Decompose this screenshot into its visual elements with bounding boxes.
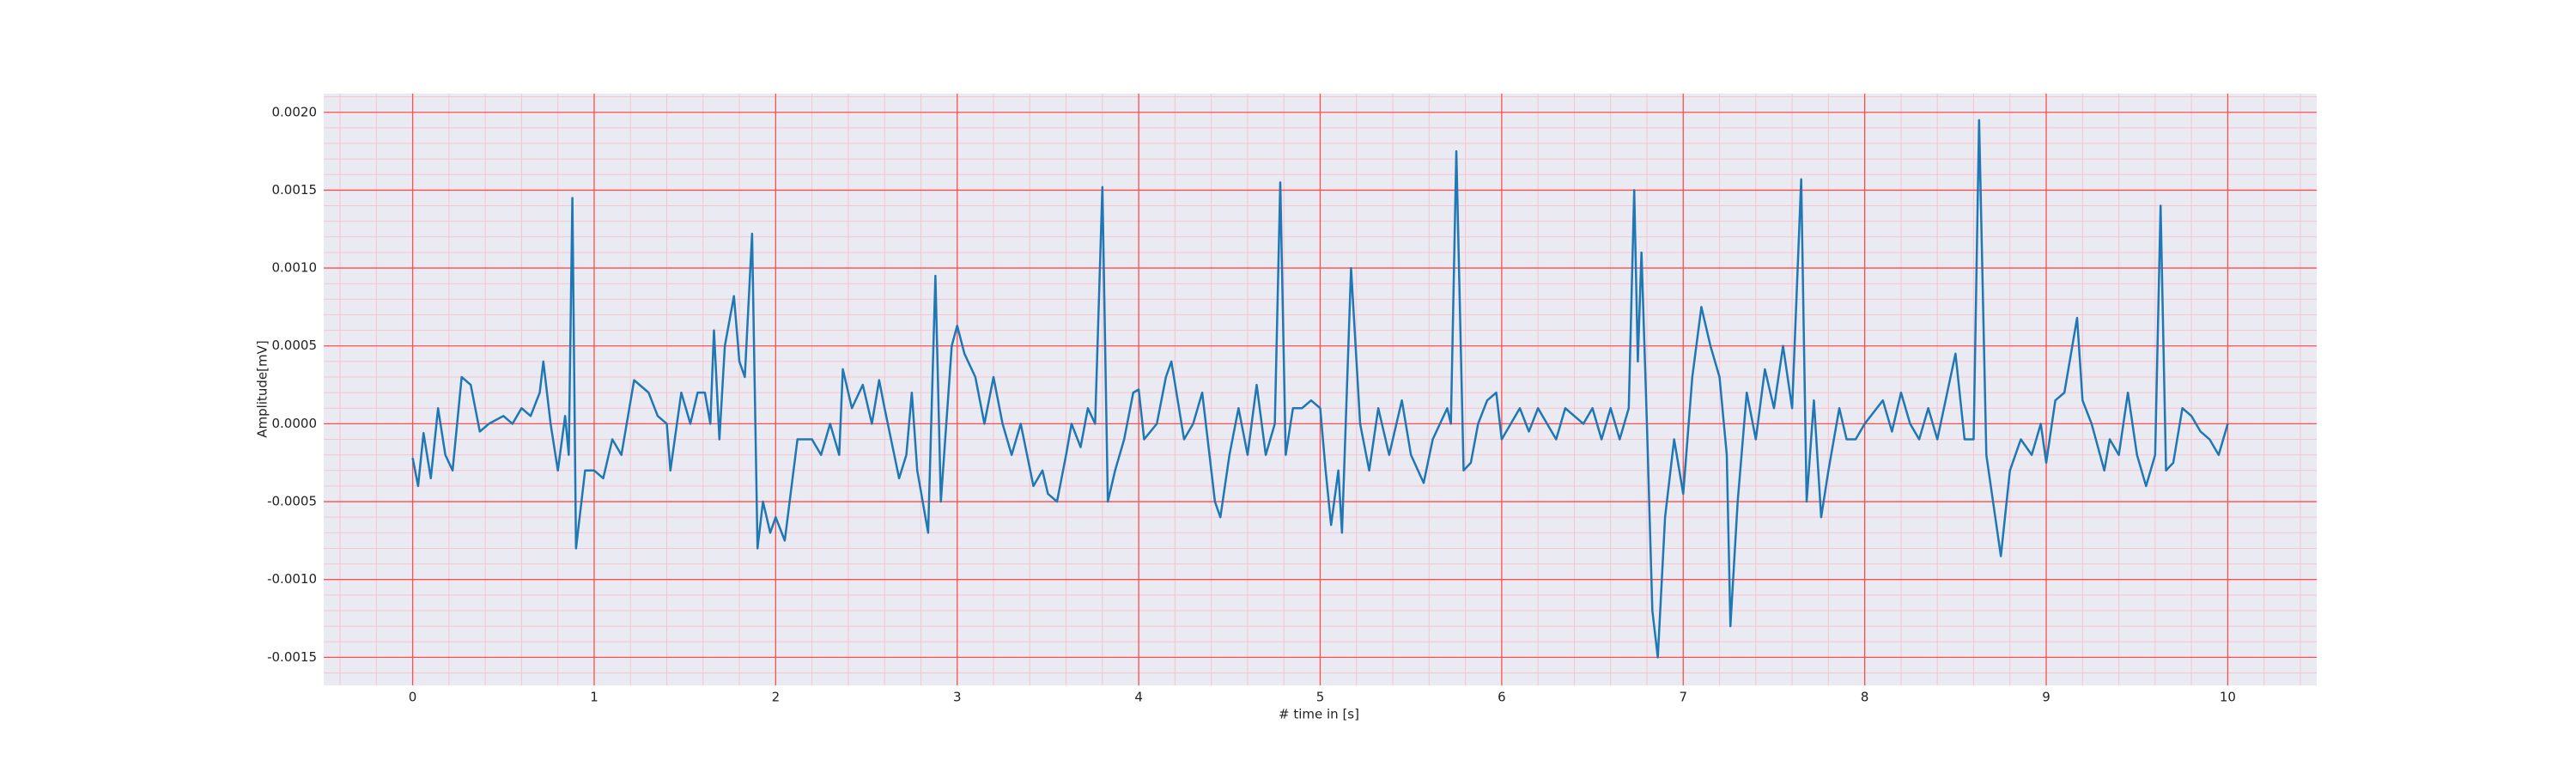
y-tick-label: 0.0020: [272, 104, 318, 119]
x-tick-label: 1: [590, 690, 598, 705]
x-tick-label: 0: [409, 690, 417, 705]
x-tick-label: 4: [1134, 690, 1143, 705]
y-tick-label: -0.0005: [267, 494, 317, 509]
x-tick-label: 10: [2220, 690, 2236, 705]
y-axis-label: Amplitude[mV]: [255, 340, 270, 437]
y-tick-label: 0.0015: [272, 182, 318, 198]
x-axis-label: # time in [s]: [1279, 707, 1359, 722]
x-tick-label: 7: [1679, 690, 1687, 705]
x-tick-label: 9: [2042, 690, 2050, 705]
y-tick-label: -0.0010: [267, 571, 317, 587]
y-tick-label: 0.0005: [272, 338, 318, 353]
y-tick-label: 0.0000: [272, 416, 318, 431]
y-tick-label: -0.0015: [267, 649, 317, 665]
x-tick-label: 6: [1498, 690, 1506, 705]
x-tick-label: 5: [1316, 690, 1325, 705]
x-tick-label: 8: [1861, 690, 1869, 705]
signal-line: [411, 119, 2229, 659]
grid: [324, 94, 2317, 685]
x-tick-label: 3: [953, 690, 962, 705]
y-tick-label: 0.0010: [272, 260, 318, 276]
x-tick-label: 2: [772, 690, 781, 705]
